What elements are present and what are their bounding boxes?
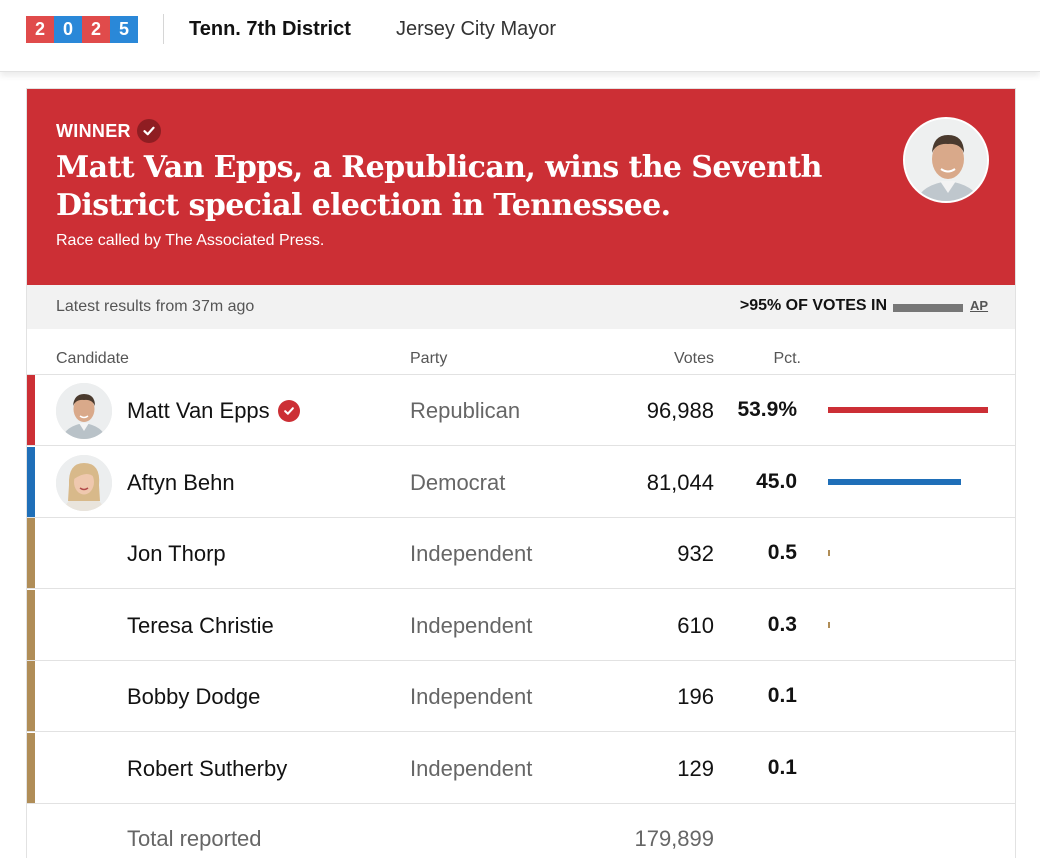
- table-row: Matt Van Epps Republican 96,988 53.9%: [27, 375, 1015, 446]
- results-card: WINNER Matt Van Epps, a Republican, wins…: [26, 88, 1016, 858]
- nav-link-jersey-city[interactable]: Jersey City Mayor: [396, 18, 557, 40]
- year-digit: 0: [54, 16, 82, 43]
- candidate-party: Democrat: [410, 469, 506, 495]
- candidate-name: Aftyn Behn: [127, 470, 235, 496]
- table-row: Teresa Christie Independent 610 0.3: [27, 589, 1015, 661]
- pct-bar: [828, 550, 830, 556]
- candidate-name-text: Bobby Dodge: [127, 684, 261, 709]
- winner-photo: [903, 117, 989, 203]
- nav-divider: [163, 14, 164, 44]
- winner-banner: WINNER Matt Van Epps, a Republican, wins…: [27, 89, 1015, 285]
- nav-link-tenn-7th[interactable]: Tenn. 7th District: [189, 18, 351, 40]
- latest-results: Latest results from 37m ago: [56, 298, 255, 315]
- headline: Matt Van Epps, a Republican, wins the Se…: [56, 150, 822, 223]
- candidate-name-text: Robert Sutherby: [127, 755, 288, 781]
- header-party: Party: [410, 350, 448, 367]
- winner-label: WINNER: [56, 119, 161, 143]
- candidate-name: Robert Sutherby: [127, 756, 287, 782]
- candidate-party: Independent: [410, 541, 533, 566]
- winner-text: WINNER: [56, 120, 131, 141]
- candidate-name: Bobby Dodge: [127, 684, 260, 710]
- year-digit: 2: [26, 16, 54, 43]
- party-color-stripe: [27, 589, 35, 660]
- header-votes: Votes: [673, 350, 714, 367]
- candidate-votes: 81,044: [646, 469, 714, 495]
- table-row: Bobby Dodge Independent 196 0.1: [27, 661, 1015, 732]
- candidate-name-text: Teresa Christie: [127, 612, 274, 638]
- table-header: Candidate Party Votes Pct.: [27, 329, 1015, 375]
- pct-bar: [828, 407, 988, 413]
- candidate-name: Matt Van Epps: [127, 398, 300, 424]
- candidate-pct: 0.3: [767, 612, 797, 636]
- candidate-name: Jon Thorp: [127, 541, 226, 567]
- party-color-stripe: [27, 375, 35, 445]
- candidate-photo: [56, 454, 112, 511]
- race-called-note: Race called by The Associated Press.: [56, 232, 325, 249]
- candidate-pct: 0.1: [767, 684, 797, 707]
- candidate-pct: 0.5: [767, 541, 797, 564]
- votes-in-progress: [893, 304, 963, 312]
- votes-in-label: >95% OF VOTES IN: [739, 297, 887, 314]
- candidate-name-text: Jon Thorp: [127, 541, 226, 566]
- header-candidate: Candidate: [56, 350, 129, 367]
- candidate-party: Independent: [410, 755, 533, 781]
- candidate-pct: 45.0: [756, 469, 797, 493]
- party-color-stripe: [27, 518, 35, 588]
- candidate-pct: 0.1: [767, 755, 797, 779]
- table-row: Aftyn Behn Democrat 81,044 45.0: [27, 446, 1015, 518]
- candidate-votes: 196: [677, 684, 714, 709]
- candidate-photo: [56, 383, 112, 439]
- candidate-name: Teresa Christie: [127, 613, 274, 639]
- year-logo[interactable]: 2 0 2 5: [26, 16, 138, 43]
- winner-check-icon: [277, 400, 300, 422]
- candidate-votes: 129: [677, 755, 714, 781]
- top-nav: 2 0 2 5 Tenn. 7th District Jersey City M…: [0, 0, 1040, 72]
- checkmark-icon: [136, 119, 161, 143]
- candidate-party: Independent: [410, 684, 533, 709]
- total-votes: 179,899: [634, 826, 714, 851]
- total-label: Total reported: [127, 826, 262, 851]
- party-color-stripe: [27, 732, 35, 803]
- candidate-party: Independent: [410, 612, 533, 638]
- pct-bar: [828, 621, 830, 628]
- table-row: Robert Sutherby Independent 129 0.1: [27, 732, 1015, 804]
- candidate-name-text: Matt Van Epps: [127, 398, 270, 423]
- year-digit: 2: [82, 16, 110, 43]
- candidate-name-text: Aftyn Behn: [127, 469, 235, 495]
- table-row: Jon Thorp Independent 932 0.5: [27, 518, 1015, 589]
- candidate-party: Republican: [410, 398, 521, 423]
- pct-bar: [828, 478, 962, 485]
- total-row: Total reported 179,899: [27, 804, 1015, 858]
- candidate-votes: 932: [677, 541, 714, 566]
- status-bar: Latest results from 37m ago >95% OF VOTE…: [27, 285, 1015, 329]
- header-pct: Pct.: [773, 350, 801, 367]
- candidate-votes: 96,988: [646, 398, 714, 423]
- ap-source-link[interactable]: AP: [970, 298, 989, 313]
- candidate-pct: 53.9%: [737, 398, 797, 421]
- year-digit: 5: [110, 16, 138, 43]
- party-color-stripe: [27, 446, 35, 517]
- candidate-votes: 610: [677, 612, 714, 638]
- party-color-stripe: [27, 661, 35, 731]
